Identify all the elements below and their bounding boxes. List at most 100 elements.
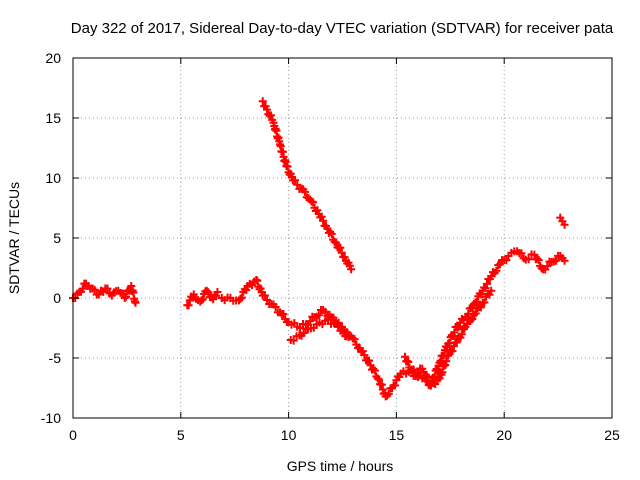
y-tick-label: 5 bbox=[53, 230, 61, 246]
data-point bbox=[487, 286, 496, 295]
data-point bbox=[332, 238, 341, 247]
chart-title: Day 322 of 2017, Sidereal Day-to-day VTE… bbox=[71, 20, 614, 37]
data-point bbox=[258, 97, 267, 106]
data-point-trace bbox=[350, 335, 359, 344]
data-point bbox=[560, 220, 569, 229]
data-point-trace bbox=[330, 237, 339, 246]
data-point-trace bbox=[337, 248, 346, 257]
data-point-trace bbox=[122, 292, 131, 301]
y-axis-label: SDTVAR / TECUs bbox=[6, 182, 22, 294]
data-point-trace bbox=[332, 318, 341, 327]
data-point-trace bbox=[289, 336, 298, 345]
data-point-trace bbox=[306, 317, 315, 326]
data-point bbox=[131, 298, 140, 307]
y-tick-label: 0 bbox=[53, 290, 61, 306]
data-point bbox=[120, 294, 129, 302]
data-point-trace bbox=[313, 206, 322, 215]
x-tick-label: 20 bbox=[496, 427, 512, 443]
data-point-trace bbox=[283, 162, 292, 171]
data-point-trace bbox=[260, 291, 269, 300]
data-point-trace bbox=[327, 229, 336, 238]
data-point-trace bbox=[266, 111, 275, 120]
data-point-trace bbox=[404, 357, 413, 366]
data-point-trace bbox=[236, 294, 245, 303]
y-tick-label: -5 bbox=[49, 350, 62, 366]
data-point-trace bbox=[358, 347, 367, 356]
data-point bbox=[202, 286, 211, 295]
axis-ticks bbox=[72, 57, 613, 419]
data-point-trace bbox=[336, 243, 345, 252]
series-track-6 bbox=[258, 97, 356, 274]
data-point-trace bbox=[471, 309, 480, 318]
series-track-2 bbox=[183, 286, 222, 310]
data-point-trace bbox=[480, 298, 489, 307]
x-tick-label: 10 bbox=[281, 427, 297, 443]
data-point bbox=[560, 256, 569, 265]
data-point-trace bbox=[448, 347, 457, 356]
data-point-trace bbox=[300, 187, 309, 196]
data-point-trace bbox=[533, 254, 542, 263]
data-point-trace bbox=[476, 303, 485, 312]
data-point bbox=[263, 105, 272, 114]
data-point-trace bbox=[103, 284, 112, 293]
data-point-trace bbox=[454, 323, 463, 332]
data-point bbox=[213, 288, 222, 296]
series-track-5 bbox=[401, 286, 496, 390]
data-point bbox=[444, 351, 453, 360]
data-point-trace bbox=[450, 328, 459, 337]
data-point-trace bbox=[198, 295, 207, 304]
x-tick-label: 0 bbox=[69, 427, 77, 443]
data-point-trace bbox=[370, 366, 379, 375]
data-point-trace bbox=[342, 328, 351, 337]
y-tick-label: 20 bbox=[45, 50, 61, 66]
data-point-trace bbox=[184, 301, 193, 310]
data-point bbox=[495, 260, 504, 269]
data-point-trace bbox=[212, 291, 221, 300]
data-point-trace bbox=[482, 279, 491, 288]
data-point-trace bbox=[390, 381, 399, 390]
data-point bbox=[189, 290, 198, 299]
data-point-trace bbox=[263, 295, 272, 304]
data-point-trace bbox=[364, 356, 373, 365]
data-point-trace bbox=[78, 284, 87, 293]
data-point-trace bbox=[299, 329, 308, 338]
x-axis-label: GPS time / hours bbox=[287, 458, 394, 474]
data-points bbox=[69, 97, 569, 401]
grid bbox=[73, 58, 612, 418]
data-point-trace bbox=[293, 180, 302, 189]
tick-labels: 0 5 10 15 20 25 -10 -5 0 5 10 15 20 bbox=[41, 50, 620, 443]
y-tick-label: 15 bbox=[45, 110, 61, 126]
series-track-7 bbox=[556, 213, 569, 229]
data-point-trace bbox=[253, 276, 262, 285]
data-point-trace bbox=[502, 256, 511, 265]
series-track-3 bbox=[217, 276, 351, 341]
data-point-trace bbox=[237, 293, 246, 302]
data-point-trace bbox=[360, 351, 369, 360]
data-point bbox=[452, 338, 461, 347]
x-tick-label: 15 bbox=[389, 427, 405, 443]
data-point-trace bbox=[197, 296, 206, 305]
data-point bbox=[401, 352, 410, 361]
data-point-trace bbox=[481, 284, 490, 293]
data-point-trace bbox=[321, 307, 330, 316]
data-point-trace bbox=[373, 374, 382, 383]
x-tick-label: 25 bbox=[604, 427, 620, 443]
data-point-trace bbox=[319, 216, 328, 225]
data-point bbox=[347, 265, 356, 274]
data-point-trace bbox=[384, 389, 393, 398]
data-point-trace bbox=[543, 262, 552, 271]
data-point-trace bbox=[314, 311, 323, 320]
data-point-trace bbox=[524, 255, 533, 264]
data-point-trace bbox=[242, 286, 251, 295]
data-point-trace bbox=[492, 266, 501, 275]
data-point-trace bbox=[291, 176, 300, 185]
data-point-trace bbox=[324, 315, 333, 324]
data-point bbox=[340, 253, 349, 262]
data-point-trace bbox=[279, 310, 288, 319]
data-point-trace bbox=[423, 372, 432, 381]
x-tick-label: 5 bbox=[177, 427, 185, 443]
data-point-trace bbox=[317, 212, 326, 221]
data-point-trace bbox=[309, 198, 318, 207]
